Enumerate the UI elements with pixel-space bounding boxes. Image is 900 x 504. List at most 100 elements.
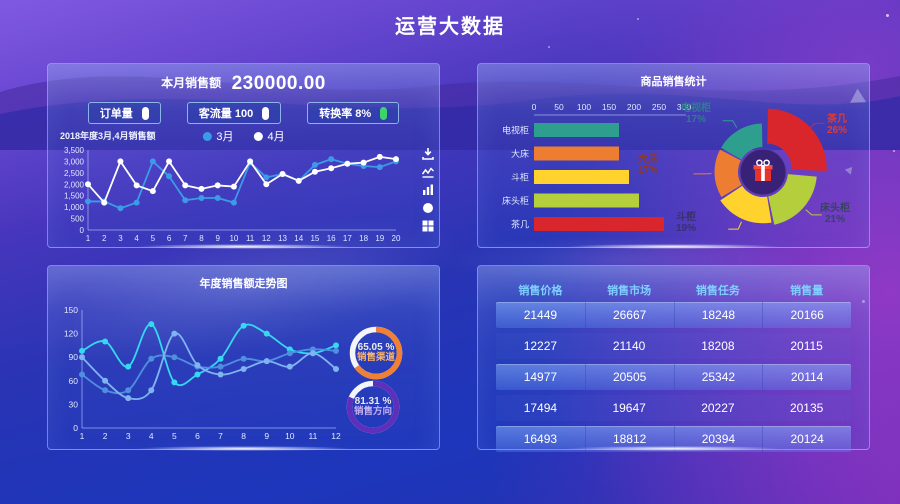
pie-label-tv-cabinet: 电视柜 17% — [681, 103, 711, 125]
product-stats-title: 商品销售统计 — [640, 76, 707, 88]
line-type-icon[interactable] — [422, 166, 434, 178]
svg-text:10: 10 — [229, 234, 238, 243]
pie-label-name: 床头柜 — [820, 203, 850, 214]
legend-item-march[interactable]: 3月 — [202, 128, 234, 144]
yearly-trend-title: 年度销售额走势图 — [199, 278, 288, 290]
table-cell: 21140 — [612, 339, 646, 353]
svg-text:1,500: 1,500 — [64, 192, 85, 201]
table-cell: 20227 — [701, 401, 735, 415]
background-waves — [0, 76, 900, 150]
svg-text:7: 7 — [183, 234, 188, 243]
gauge-sales-direction: 81.31 % 销售方向 — [344, 378, 402, 436]
legend-item-april[interactable]: 4月 — [253, 128, 285, 144]
table-cell: 20124 — [762, 426, 851, 452]
table-row: 17494 19647 20227 20135 — [496, 395, 851, 421]
light-glow — [360, 225, 880, 295]
svg-text:1: 1 — [86, 234, 91, 243]
monthly-sales-value: 230000.00 — [231, 73, 326, 94]
sales-table: 销售价格 销售市场 销售任务 销售量 21449 26667 18248 20166 1222… — [496, 278, 851, 452]
table-header-cell: 销售市场 — [607, 285, 652, 297]
legend-label: 3月 — [216, 131, 234, 143]
svg-text:14: 14 — [294, 234, 303, 243]
particle-dot — [548, 46, 550, 48]
svg-text:13: 13 — [278, 234, 287, 243]
svg-text:9: 9 — [215, 234, 220, 243]
svg-text:17: 17 — [343, 234, 352, 243]
data-view-icon[interactable] — [422, 220, 434, 232]
svg-text:5: 5 — [172, 431, 177, 441]
pill-indicator-icon — [262, 106, 270, 120]
svg-text:120: 120 — [64, 329, 78, 339]
pie-label-name: 茶几 — [827, 114, 847, 125]
pie-label-name: 电视柜 — [681, 103, 711, 114]
monthly-sales-label: 本月销售额 — [161, 76, 222, 90]
svg-text:9: 9 — [264, 431, 269, 441]
svg-text:10: 10 — [285, 431, 295, 441]
svg-text:斗柜: 斗柜 — [511, 172, 529, 183]
conversion-button[interactable]: 转换率 8% — [307, 102, 400, 124]
particle-dot — [637, 18, 639, 20]
particle-dot — [893, 150, 895, 152]
legend-dot — [202, 131, 212, 141]
svg-text:3: 3 — [126, 431, 131, 441]
pie-label-pct: 17% — [685, 114, 706, 125]
svg-text:3,500: 3,500 — [64, 146, 85, 155]
svg-text:30: 30 — [69, 399, 79, 409]
svg-text:150: 150 — [602, 102, 616, 112]
gauge-ring — [346, 380, 400, 434]
svg-text:6: 6 — [195, 431, 200, 441]
table-header-row: 销售价格 销售市场 销售任务 销售量 — [496, 278, 851, 302]
svg-text:1,000: 1,000 — [64, 203, 85, 212]
panel-sales-table: 销售价格 销售市场 销售任务 销售量 21449 26667 18248 20166 1222… — [477, 265, 870, 452]
legend-dot — [253, 131, 263, 141]
table-row: 14977 20505 25342 20114 — [496, 364, 851, 390]
svg-text:床头柜: 床头柜 — [502, 195, 529, 206]
table-cell: 16493 — [523, 432, 558, 446]
particle-dot — [886, 14, 889, 17]
pie-label-pct: 17% — [638, 165, 659, 176]
orders-button-label: 订单量 — [99, 108, 133, 120]
chart-legend: 3月 4月 — [202, 128, 285, 144]
svg-text:90: 90 — [69, 352, 79, 362]
pill-indicator-icon — [141, 106, 149, 120]
svg-text:2,500: 2,500 — [64, 169, 85, 178]
svg-text:18: 18 — [359, 234, 368, 243]
table-header-cell: 销售任务 — [695, 285, 740, 297]
svg-text:3: 3 — [118, 234, 123, 243]
chart-toolbox — [422, 148, 434, 232]
svg-text:6: 6 — [167, 234, 172, 243]
pie-label-bed: 大床 17% — [638, 154, 658, 176]
table-cell: 17494 — [523, 401, 558, 415]
pie-label-chest: 斗柜 19% — [676, 212, 696, 234]
svg-text:大床: 大床 — [511, 148, 529, 159]
table-row: 16493 18812 20394 20124 — [496, 426, 851, 452]
svg-text:0: 0 — [80, 226, 85, 235]
table-cell: 20114 — [762, 364, 851, 390]
svg-text:100: 100 — [577, 102, 591, 112]
table-cell: 14977 — [523, 370, 558, 384]
table-header-cell: 销售价格 — [518, 285, 563, 297]
pie-label-pct: 21% — [824, 214, 845, 225]
pill-indicator-icon — [380, 106, 388, 120]
panel-product-stats: 商品销售统计 0 50 100 150 200 250 300 电视柜 大床 斗柜 床头柜 茶几 茶几… — [477, 63, 870, 250]
legend-label: 4月 — [267, 131, 285, 143]
svg-text:150: 150 — [64, 305, 78, 315]
save-image-icon[interactable] — [422, 148, 434, 160]
svg-text:3,000: 3,000 — [64, 157, 85, 166]
table-cell: 21449 — [523, 308, 558, 322]
pie-label-name: 大床 — [638, 154, 658, 165]
table-cell: 19647 — [612, 401, 646, 415]
svg-text:19: 19 — [375, 234, 384, 243]
svg-text:茶几: 茶几 — [511, 219, 529, 230]
table-cell: 25342 — [673, 364, 763, 390]
visitors-button[interactable]: 客流量 100 — [186, 102, 282, 124]
orders-button[interactable]: 订单量 — [87, 102, 161, 124]
svg-text:0: 0 — [532, 102, 537, 112]
table-row: 21449 26667 18248 20166 — [496, 302, 851, 328]
gauge-sales-channel: 65.05 % 销售渠道 — [347, 324, 405, 382]
restore-icon[interactable] — [422, 202, 434, 214]
table-body: 21449 26667 18248 20166 12227 21140 18208 20115… — [496, 302, 851, 452]
bar-type-icon[interactable] — [422, 184, 434, 196]
